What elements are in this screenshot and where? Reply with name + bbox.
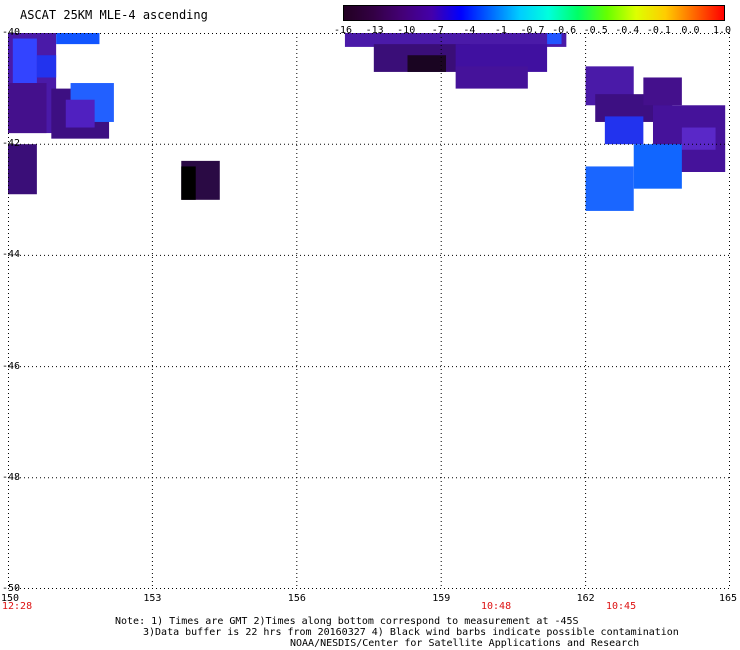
wind-data-cell (8, 144, 37, 195)
latitude-tick-label: -46 (2, 360, 21, 372)
wind-data-cell (681, 127, 716, 150)
longitude-tick-label: 165 (719, 593, 738, 604)
color-scale-bar (343, 5, 725, 21)
latitude-tick-label: -42 (2, 138, 21, 150)
wind-data-cell (547, 33, 562, 45)
longitude-tick-label: 156 (287, 593, 306, 604)
wind-data-cell (585, 166, 634, 211)
latitude-tick-label: -44 (2, 249, 21, 261)
time-label-left: 12:28 (2, 601, 33, 612)
wind-data-cell (8, 83, 47, 134)
wind-data-cell (455, 66, 528, 89)
color-scale-tick-label: 0.0 (681, 25, 700, 36)
wind-data-cell (643, 77, 682, 106)
color-scale-tick-label: -0.6 (552, 25, 577, 36)
color-scale-tick-label: -0.4 (615, 25, 640, 36)
longitude-tick-label: 162 (576, 593, 595, 604)
wind-data-cell (181, 166, 196, 200)
wind-data-cell (633, 144, 682, 189)
color-scale-tick-label: -7 (431, 25, 444, 36)
longitude-tick-label: 153 (143, 593, 162, 604)
longitude-tick-label: 150 (1, 593, 20, 604)
color-scale-tick-label: -0.5 (583, 25, 608, 36)
color-scale-tick-label: -4 (463, 25, 476, 36)
note-line-2: 3)Data buffer is 22 hrs from 20160327 4)… (143, 627, 679, 638)
note-line-3: NOAA/NESDIS/Center for Satellite Applica… (290, 638, 640, 649)
time-label-right: 10:45 (606, 601, 637, 612)
longitude-tick-label: 159 (432, 593, 451, 604)
color-scale-tick-label: -0.1 (646, 25, 671, 36)
color-scale-tick-label: -1 (494, 25, 507, 36)
color-scale-tick-label: -0.7 (520, 25, 545, 36)
map-title: ASCAT 25KM MLE-4 ascending (20, 8, 208, 22)
color-scale-tick-label: 1.0 (713, 25, 732, 36)
color-scale-tick-label: -13 (365, 25, 384, 36)
wind-data-cell (56, 33, 100, 45)
wind-data-cell (407, 55, 447, 72)
color-scale-tick-label: -10 (397, 25, 416, 36)
map-plot-area (8, 33, 730, 589)
wind-data-cell (36, 55, 57, 78)
latitude-tick-label: -50 (2, 583, 21, 594)
wind-data-cell (65, 99, 95, 128)
wind-data-cell (344, 33, 567, 47)
latitude-tick-label: -40 (2, 27, 21, 38)
time-label-middle: 10:48 (481, 601, 512, 612)
wind-data-cell (12, 38, 37, 84)
note-line-1: Note: 1) Times are GMT 2)Times along bot… (115, 616, 579, 627)
latitude-tick-label: -48 (2, 471, 21, 483)
color-scale-tick-label: -16 (334, 25, 353, 36)
wind-data-cell (604, 116, 644, 145)
